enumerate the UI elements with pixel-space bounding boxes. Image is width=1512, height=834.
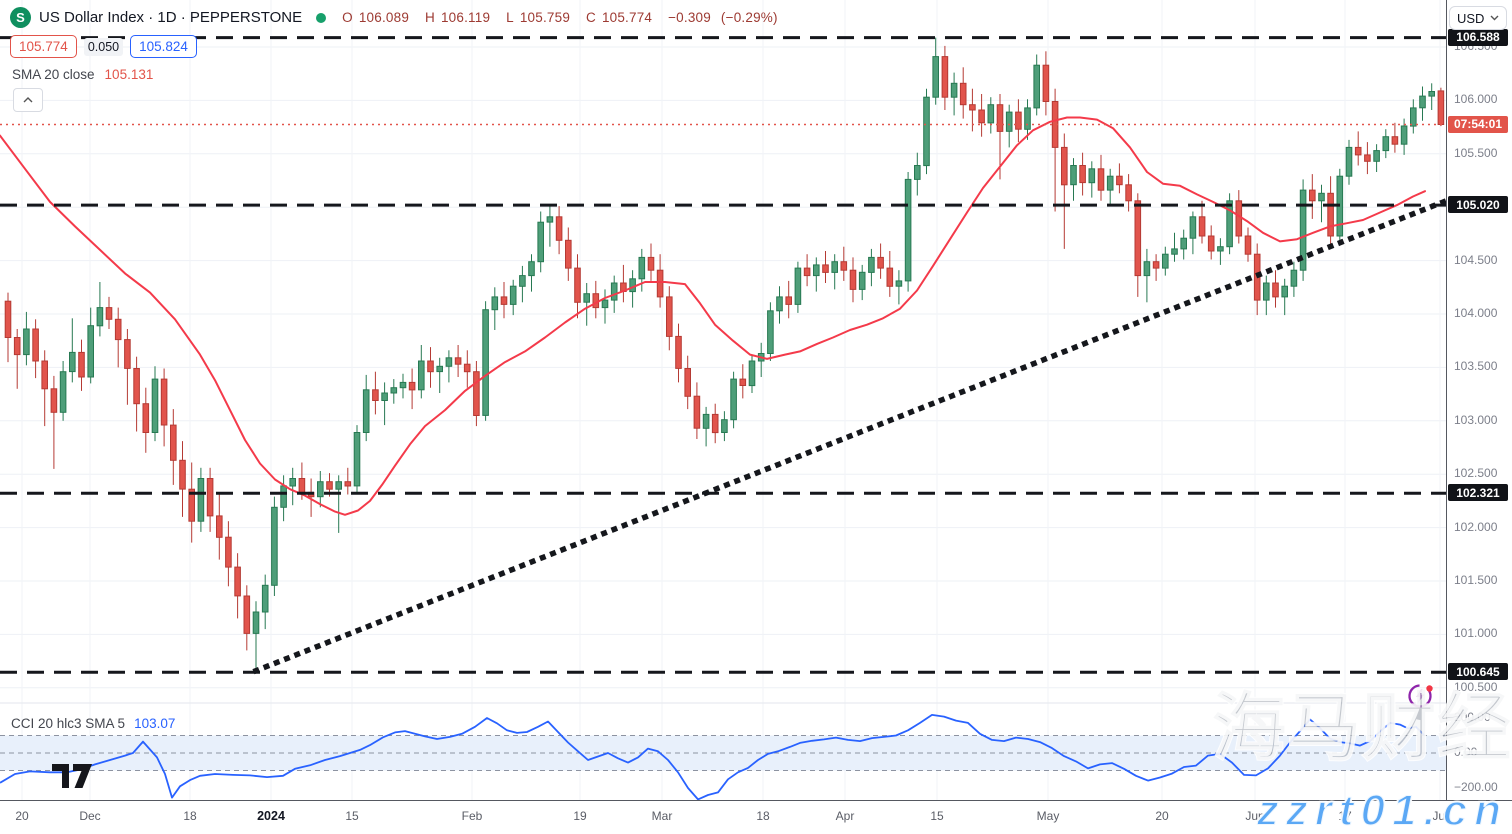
- legend-collapse-button[interactable]: [13, 88, 43, 112]
- time-tick-label: 18: [756, 809, 770, 823]
- currency-dropdown[interactable]: USD: [1449, 6, 1507, 30]
- pepperstone-logo-icon: S: [10, 7, 31, 28]
- price-axis[interactable]: USD 106.500106.000105.500105.000104.5001…: [1446, 0, 1512, 834]
- time-tick-label: Mar: [651, 809, 673, 823]
- time-tick-label: Feb: [461, 809, 483, 823]
- tradingview-logo-icon[interactable]: [52, 764, 92, 793]
- price-tick-label: 102.000: [1454, 519, 1498, 534]
- candlestick-chart-canvas[interactable]: [0, 0, 1446, 800]
- low-value: L 105.759: [506, 10, 571, 25]
- price-level-tag: 105.020: [1448, 196, 1508, 214]
- symbol-title[interactable]: US Dollar Index · 1D · PEPPERSTONE: [39, 9, 303, 26]
- symbol-legend[interactable]: S US Dollar Index · 1D · PEPPERSTONE O 10…: [10, 7, 784, 28]
- price-tick-label: 103.000: [1454, 412, 1498, 427]
- time-tick-label: 17: [1338, 809, 1352, 823]
- time-tick-label: 2024: [257, 809, 285, 823]
- sma-value: 105.131: [104, 67, 154, 82]
- price-tick-label: 103.500: [1454, 359, 1498, 374]
- time-axis[interactable]: 20 Dec 18 2024 15 Feb 19 Mar 18 Apr 15 May 20 Jun 17 Ju…: [0, 800, 1512, 834]
- cci-label: CCI 20 hlc3 SMA 5: [11, 716, 126, 731]
- price-tick-label: 106.000: [1454, 92, 1498, 107]
- price-tick-label: 102.500: [1454, 466, 1498, 481]
- ohlc-readout: O 106.089 H 106.119 L 105.759 C 105.774 −0.3…: [342, 10, 784, 25]
- cci-legend[interactable]: CCI 20 hlc3 SMA 5 103.07: [11, 716, 175, 731]
- price-tick-label: 100.500: [1454, 679, 1498, 694]
- time-tick-label: Dec: [79, 809, 101, 823]
- cci-tick-label: 200.00: [1454, 710, 1491, 724]
- cci-tick-label: −200.00: [1454, 780, 1498, 794]
- cci-value: 103.07: [134, 716, 176, 731]
- open-value: O 106.089: [342, 10, 410, 25]
- close-value: C 105.774: [585, 10, 653, 25]
- price-tick-label: 104.500: [1454, 252, 1498, 267]
- price-level-tag: 102.321: [1448, 484, 1508, 502]
- price-tick-label: 105.500: [1454, 145, 1498, 160]
- price-tick-label: 101.000: [1454, 626, 1498, 641]
- buy-button[interactable]: 105.824: [130, 35, 197, 58]
- countdown-tag: 07:54:01: [1448, 115, 1508, 133]
- time-tick-label: 20: [1155, 809, 1169, 823]
- change-percent: (−0.29%): [720, 10, 778, 25]
- high-value: H 106.119: [425, 10, 491, 25]
- time-tick-label: Jul: [1432, 809, 1448, 823]
- time-tick-label: Jun: [1245, 809, 1265, 823]
- time-tick-label: 15: [930, 809, 944, 823]
- sma-label: SMA 20 close: [12, 67, 95, 82]
- time-tick-label: 15: [345, 809, 359, 823]
- change-value: −0.309: [668, 10, 711, 25]
- time-tick-label: May: [1036, 809, 1060, 823]
- time-tick-label: 20: [15, 809, 29, 823]
- sell-button[interactable]: 105.774: [10, 35, 77, 58]
- chevron-down-icon: [1490, 15, 1499, 21]
- price-tick-label: 104.000: [1454, 306, 1498, 320]
- cci-tick-label: 0.00: [1454, 745, 1478, 759]
- chevron-up-icon: [23, 97, 33, 103]
- currency-label: USD: [1457, 10, 1485, 26]
- price-tick-label: 101.500: [1454, 573, 1498, 587]
- market-open-dot-icon: [316, 12, 327, 23]
- time-tick-label: Apr: [835, 809, 855, 823]
- price-level-tag: 106.588: [1448, 28, 1508, 46]
- spark-assistant-button[interactable]: [1406, 681, 1436, 711]
- time-tick-label: 19: [573, 809, 587, 823]
- trade-panel: 105.774 0.050 105.824: [10, 35, 197, 58]
- sma-legend[interactable]: SMA 20 close 105.131: [12, 67, 153, 82]
- price-level-tag: 100.645: [1448, 663, 1508, 681]
- spread-value: 0.050: [83, 37, 124, 56]
- time-tick-label: 18: [183, 809, 197, 823]
